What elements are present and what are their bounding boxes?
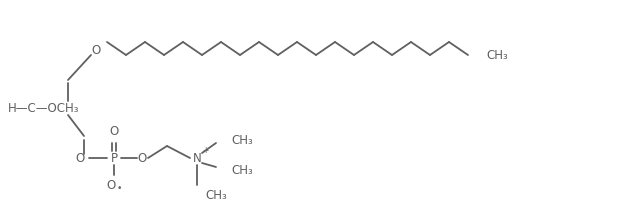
Text: O: O [106,178,115,192]
Text: CH₃: CH₃ [231,163,253,176]
Text: O: O [75,151,84,165]
Text: CH₃: CH₃ [205,188,227,202]
Text: H—C—OCH₃: H—C—OCH₃ [8,101,79,115]
Text: •: • [117,184,122,192]
Text: O: O [109,125,118,137]
Text: P: P [111,151,118,165]
Text: O: O [92,44,100,57]
Text: CH₃: CH₃ [231,133,253,147]
Text: +: + [202,145,208,155]
Text: O: O [138,151,147,165]
Text: N: N [193,151,202,165]
Text: CH₃: CH₃ [486,48,508,61]
